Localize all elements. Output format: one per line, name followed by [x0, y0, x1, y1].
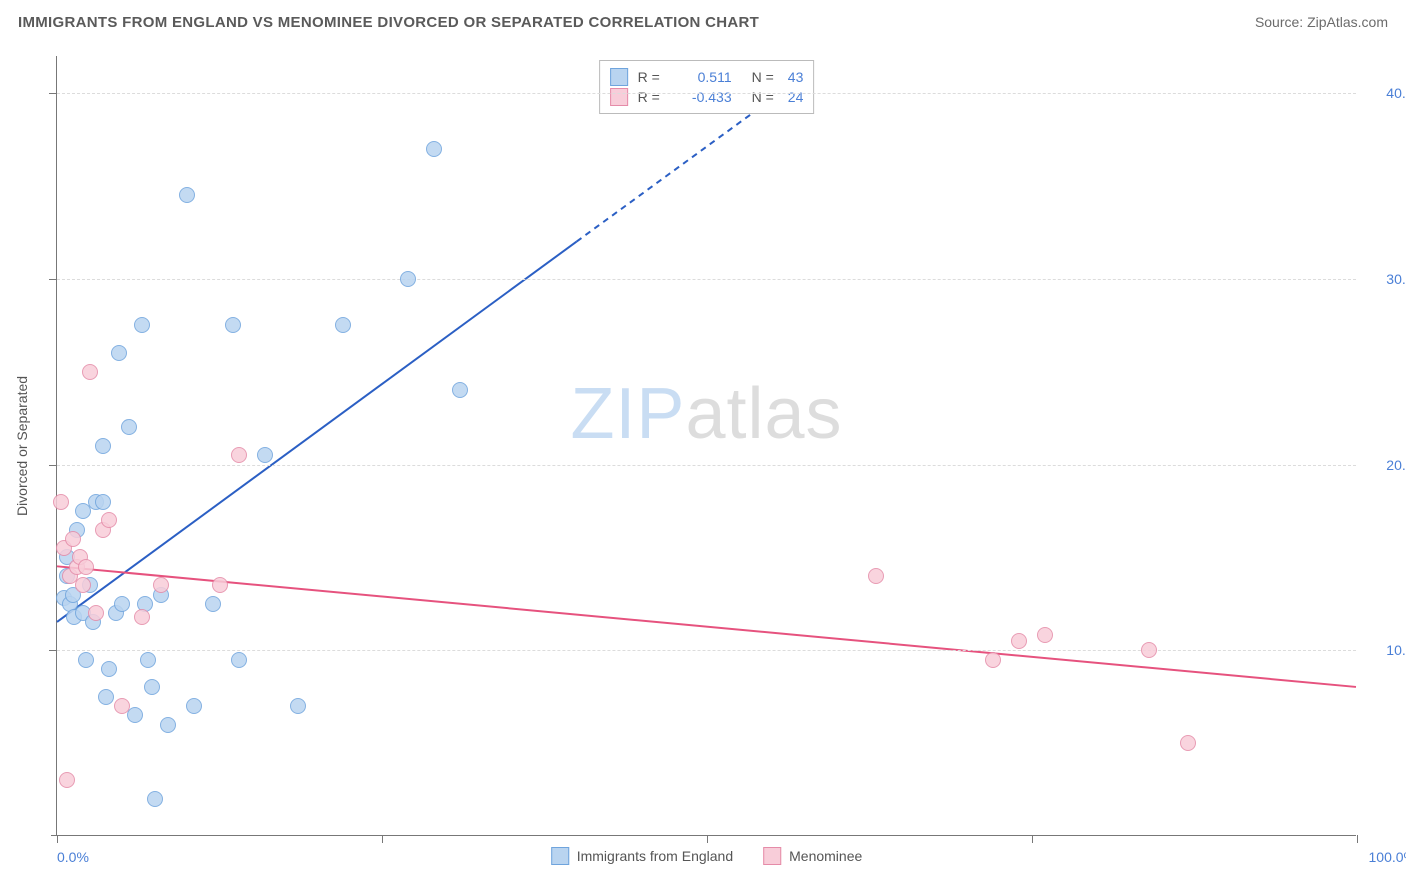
- data-point-menominee: [101, 512, 117, 528]
- data-point-menominee: [53, 494, 69, 510]
- data-point-england: [335, 317, 351, 333]
- plot-area: ZIPatlas R = 0.511 N = 43 R = -0.433 N =…: [56, 56, 1356, 836]
- data-point-england: [144, 679, 160, 695]
- data-point-england: [98, 689, 114, 705]
- data-point-england: [205, 596, 221, 612]
- data-point-england: [95, 494, 111, 510]
- data-point-menominee: [231, 447, 247, 463]
- correlation-row-menominee: R = -0.433 N = 24: [610, 87, 804, 107]
- x-tick: [57, 835, 58, 843]
- data-point-england: [127, 707, 143, 723]
- data-point-england: [231, 652, 247, 668]
- data-point-menominee: [134, 609, 150, 625]
- r-value-menominee: -0.433: [676, 87, 732, 107]
- chart-title: IMMIGRANTS FROM ENGLAND VS MENOMINEE DIV…: [18, 14, 759, 31]
- correlation-row-england: R = 0.511 N = 43: [610, 67, 804, 87]
- y-axis-title: Divorced or Separated: [14, 376, 30, 516]
- data-point-england: [452, 382, 468, 398]
- data-point-england: [134, 317, 150, 333]
- swatch-menominee-icon: [763, 847, 781, 865]
- data-point-england: [400, 271, 416, 287]
- data-point-england: [186, 698, 202, 714]
- legend-label-menominee: Menominee: [789, 848, 862, 864]
- x-tick: [1357, 835, 1358, 843]
- y-tick-label: 30.0%: [1386, 271, 1406, 287]
- n-label: N =: [752, 67, 774, 87]
- data-point-england: [114, 596, 130, 612]
- trend-lines-layer: [57, 56, 1356, 835]
- data-point-menominee: [1011, 633, 1027, 649]
- data-point-menominee: [985, 652, 1001, 668]
- data-point-england: [78, 652, 94, 668]
- source-attribution: Source: ZipAtlas.com: [1255, 14, 1388, 30]
- gridline-h: [57, 465, 1356, 466]
- data-point-menominee: [868, 568, 884, 584]
- data-point-england: [426, 141, 442, 157]
- y-tick-label: 40.0%: [1386, 85, 1406, 101]
- trend-line-menominee: [57, 566, 1356, 687]
- data-point-england: [140, 652, 156, 668]
- data-point-england: [179, 187, 195, 203]
- y-tick: [49, 279, 57, 280]
- data-point-menominee: [1180, 735, 1196, 751]
- swatch-menominee: [610, 88, 628, 106]
- data-point-menominee: [153, 577, 169, 593]
- data-point-england: [111, 345, 127, 361]
- r-label: R =: [638, 87, 666, 107]
- y-tick-label: 10.0%: [1386, 642, 1406, 658]
- data-point-england: [290, 698, 306, 714]
- data-point-england: [147, 791, 163, 807]
- r-label: R =: [638, 67, 666, 87]
- x-tick: [707, 835, 708, 843]
- watermark: ZIPatlas: [570, 373, 842, 455]
- data-point-menominee: [65, 531, 81, 547]
- data-point-england: [95, 438, 111, 454]
- data-point-menominee: [212, 577, 228, 593]
- data-point-menominee: [1141, 642, 1157, 658]
- data-point-england: [121, 419, 137, 435]
- y-tick: [49, 93, 57, 94]
- title-bar: IMMIGRANTS FROM ENGLAND VS MENOMINEE DIV…: [18, 14, 1388, 31]
- data-point-menominee: [114, 698, 130, 714]
- data-point-england: [160, 717, 176, 733]
- x-axis-label-max: 100.0%: [1369, 849, 1406, 865]
- series-legend: Immigrants from England Menominee: [551, 847, 863, 865]
- swatch-england: [610, 68, 628, 86]
- data-point-england: [101, 661, 117, 677]
- data-point-england: [257, 447, 273, 463]
- legend-item-menominee: Menominee: [763, 847, 862, 865]
- data-point-england: [225, 317, 241, 333]
- n-value-england: 43: [788, 67, 804, 87]
- n-value-menominee: 24: [788, 87, 804, 107]
- gridline-h: [57, 650, 1356, 651]
- r-value-england: 0.511: [676, 67, 732, 87]
- gridline-h: [57, 93, 1356, 94]
- data-point-menominee: [82, 364, 98, 380]
- x-tick: [382, 835, 383, 843]
- y-tick: [49, 465, 57, 466]
- x-axis-label-min: 0.0%: [57, 849, 89, 865]
- data-point-menominee: [1037, 627, 1053, 643]
- data-point-menominee: [78, 559, 94, 575]
- watermark-atlas: atlas: [685, 374, 842, 454]
- gridline-h: [57, 279, 1356, 280]
- y-tick: [49, 650, 57, 651]
- legend-label-england: Immigrants from England: [577, 848, 733, 864]
- swatch-england-icon: [551, 847, 569, 865]
- data-point-menominee: [59, 772, 75, 788]
- data-point-menominee: [75, 577, 91, 593]
- watermark-zip: ZIP: [570, 374, 685, 454]
- legend-item-england: Immigrants from England: [551, 847, 733, 865]
- y-tick-label: 20.0%: [1386, 457, 1406, 473]
- data-point-menominee: [88, 605, 104, 621]
- correlation-legend: R = 0.511 N = 43 R = -0.433 N = 24: [599, 60, 815, 114]
- x-tick: [1032, 835, 1033, 843]
- n-label: N =: [752, 87, 774, 107]
